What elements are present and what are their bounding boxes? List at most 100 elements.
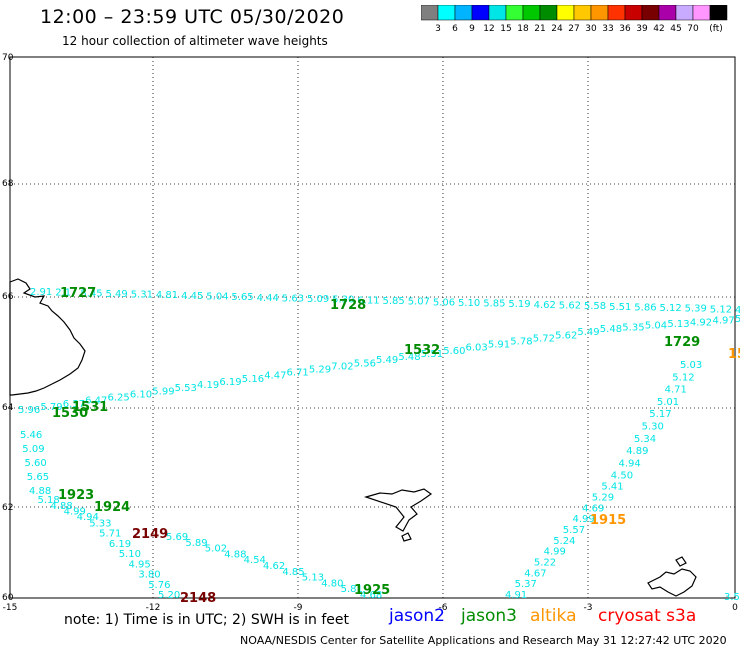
legend-label: 12 [483,24,494,34]
wave-height-value: 5.12 [660,303,682,314]
wave-height-value: 4.71 [665,385,687,396]
legend-label: 30 [585,24,597,34]
lon-label: -15 [3,603,18,613]
wave-height-value: 5.46 [20,430,42,441]
wave-height-value: 4.45 [181,291,203,302]
lon-label: 0 [732,603,738,613]
land-masses [9,278,697,597]
wave-height-value: 6.25 [108,393,130,404]
lon-label: -6 [439,603,448,613]
shetland-islands [647,556,697,597]
wave-height-value: 5.79 [40,402,62,413]
wave-height-value: 4.94 [77,512,99,523]
wave-height-value: 5.86 [634,302,656,313]
wave-height-value: 4.88 [51,501,73,512]
wave-height-value: 4.88 [29,486,51,497]
wave-height-value: 5.12 [710,304,732,315]
wave-height-value: 5.76 [148,580,170,591]
legend-label: 18 [517,24,529,34]
sat-jason3: jason3 [461,606,517,626]
wave-height-value: 5.06 [433,297,455,308]
wave-height-value: 5.65 [231,292,253,303]
lon-label: -12 [146,603,161,613]
pass-time-label: 1925 [354,583,390,598]
wave-height-value: 5.60 [443,346,465,357]
wave-height-value: 5.18 [38,495,60,506]
wave-height-value: 5.62 [555,330,577,341]
wave-height-value: 5.12 [672,372,694,383]
wave-height-value: 5.13 [302,573,324,584]
wave-height-value: 6.71 [287,368,309,379]
legend-label: 15 [500,24,511,34]
wave-height-value: 4.44 [257,293,279,304]
legend-label: (ft) [709,24,723,34]
wave-height-value: 5.30 [642,422,664,433]
wave-height-value: 5.01 [657,397,679,408]
legend-label: 70 [687,24,699,34]
pass-time-label: 1531 [72,400,108,415]
axis-labels: 70 68 66 64 62 60-15 -12 -9 -6 -3 0 [2,53,738,613]
legend-label: 6 [452,24,458,34]
wave-height-value: 5.10 [458,298,480,309]
iceland-coast [9,278,86,396]
wave-height-value: 5.39 [685,304,707,315]
wave-height-labels: 5.96 5.79 6.37 6.47 6.25 6.10 5.99 5.53 4.19 6.19… [18,287,740,603]
wave-height-value: 6.47 [85,396,107,407]
legend-label: 27 [568,24,579,34]
wave-height-value: 6.19 [109,539,131,550]
legend-label: 33 [602,24,613,34]
wave-height-value: 2.91 [30,287,52,298]
wave-height-value: 4.50 [611,471,633,482]
wave-height-value: 5.04 [206,292,228,303]
wave-height-value: 4.19 [197,380,219,391]
wave-height-value: 5.16 [242,374,264,385]
wave-height-value: 4.99 [544,547,566,558]
footer-credit: NOAA/NESDIS Center for Satellite Applica… [240,634,727,647]
wave-height-value: 6.11 [357,295,379,306]
wave-height-value: 5.24 [553,536,575,547]
wave-height-value: 5.19 [508,299,530,310]
legend-label: 39 [636,24,648,34]
wave-height-value: 4.67 [524,568,546,579]
wave-height-value: 4.99 [573,514,595,525]
wave-height-value: 6.03 [466,343,488,354]
wave-height-value: 5.09 [22,444,44,455]
wave-height-value: 5.62 [559,301,581,312]
footer-note: note: 1) Time is in UTC; 2) SWH is in fe… [64,612,350,628]
wave-height-value: 5.33 [89,518,111,529]
wave-height-value: 4.88 [224,549,246,560]
pass-time-label: 1924 [94,500,130,515]
wave-height-value: 5.69 [166,532,188,543]
wave-height-value: 5.51 [421,349,443,360]
legend-label: 3 [435,24,441,34]
wave-height-value: 3.5 [724,592,740,603]
wave-height-value: 5.48 [600,324,622,335]
pass-time-label: 15 [728,347,740,362]
wave-height-value: 5.03 [680,360,702,371]
legend-label: 36 [619,24,631,34]
wave-height-value: 5.29 [309,365,331,376]
lat-label: 64 [2,403,14,413]
sat-altika: altika [530,606,577,626]
wave-height-value: 5.49 [577,327,599,338]
faroe-islands [363,488,433,542]
wave-height-value: 5.20 [158,590,180,601]
wave-height-value: 4.62 [534,300,556,311]
legend-label: 24 [551,24,563,34]
wave-height-value: 5.65 [27,472,49,483]
wave-height-value: 5.89 [185,538,207,549]
wave-height-value: 2.1 [55,288,71,299]
pass-time-label: 2149 [132,527,168,542]
wave-height-value: 5.48 [398,352,420,363]
wave-height-value: 4.99 [64,507,86,518]
lat-label: 62 [2,503,13,513]
wave-height-value: 5.35 [622,322,644,333]
wave-height-value: 5.10 [119,549,141,560]
wave-height-value: 5.04 [645,321,667,332]
wave-height-value: 5.78 [510,337,532,348]
legend-label: 42 [653,24,664,34]
wave-height-value: 5.07 [408,297,430,308]
wave-height-value: 5.09 [307,294,329,305]
wave-height-value: 5.85 [383,296,405,307]
